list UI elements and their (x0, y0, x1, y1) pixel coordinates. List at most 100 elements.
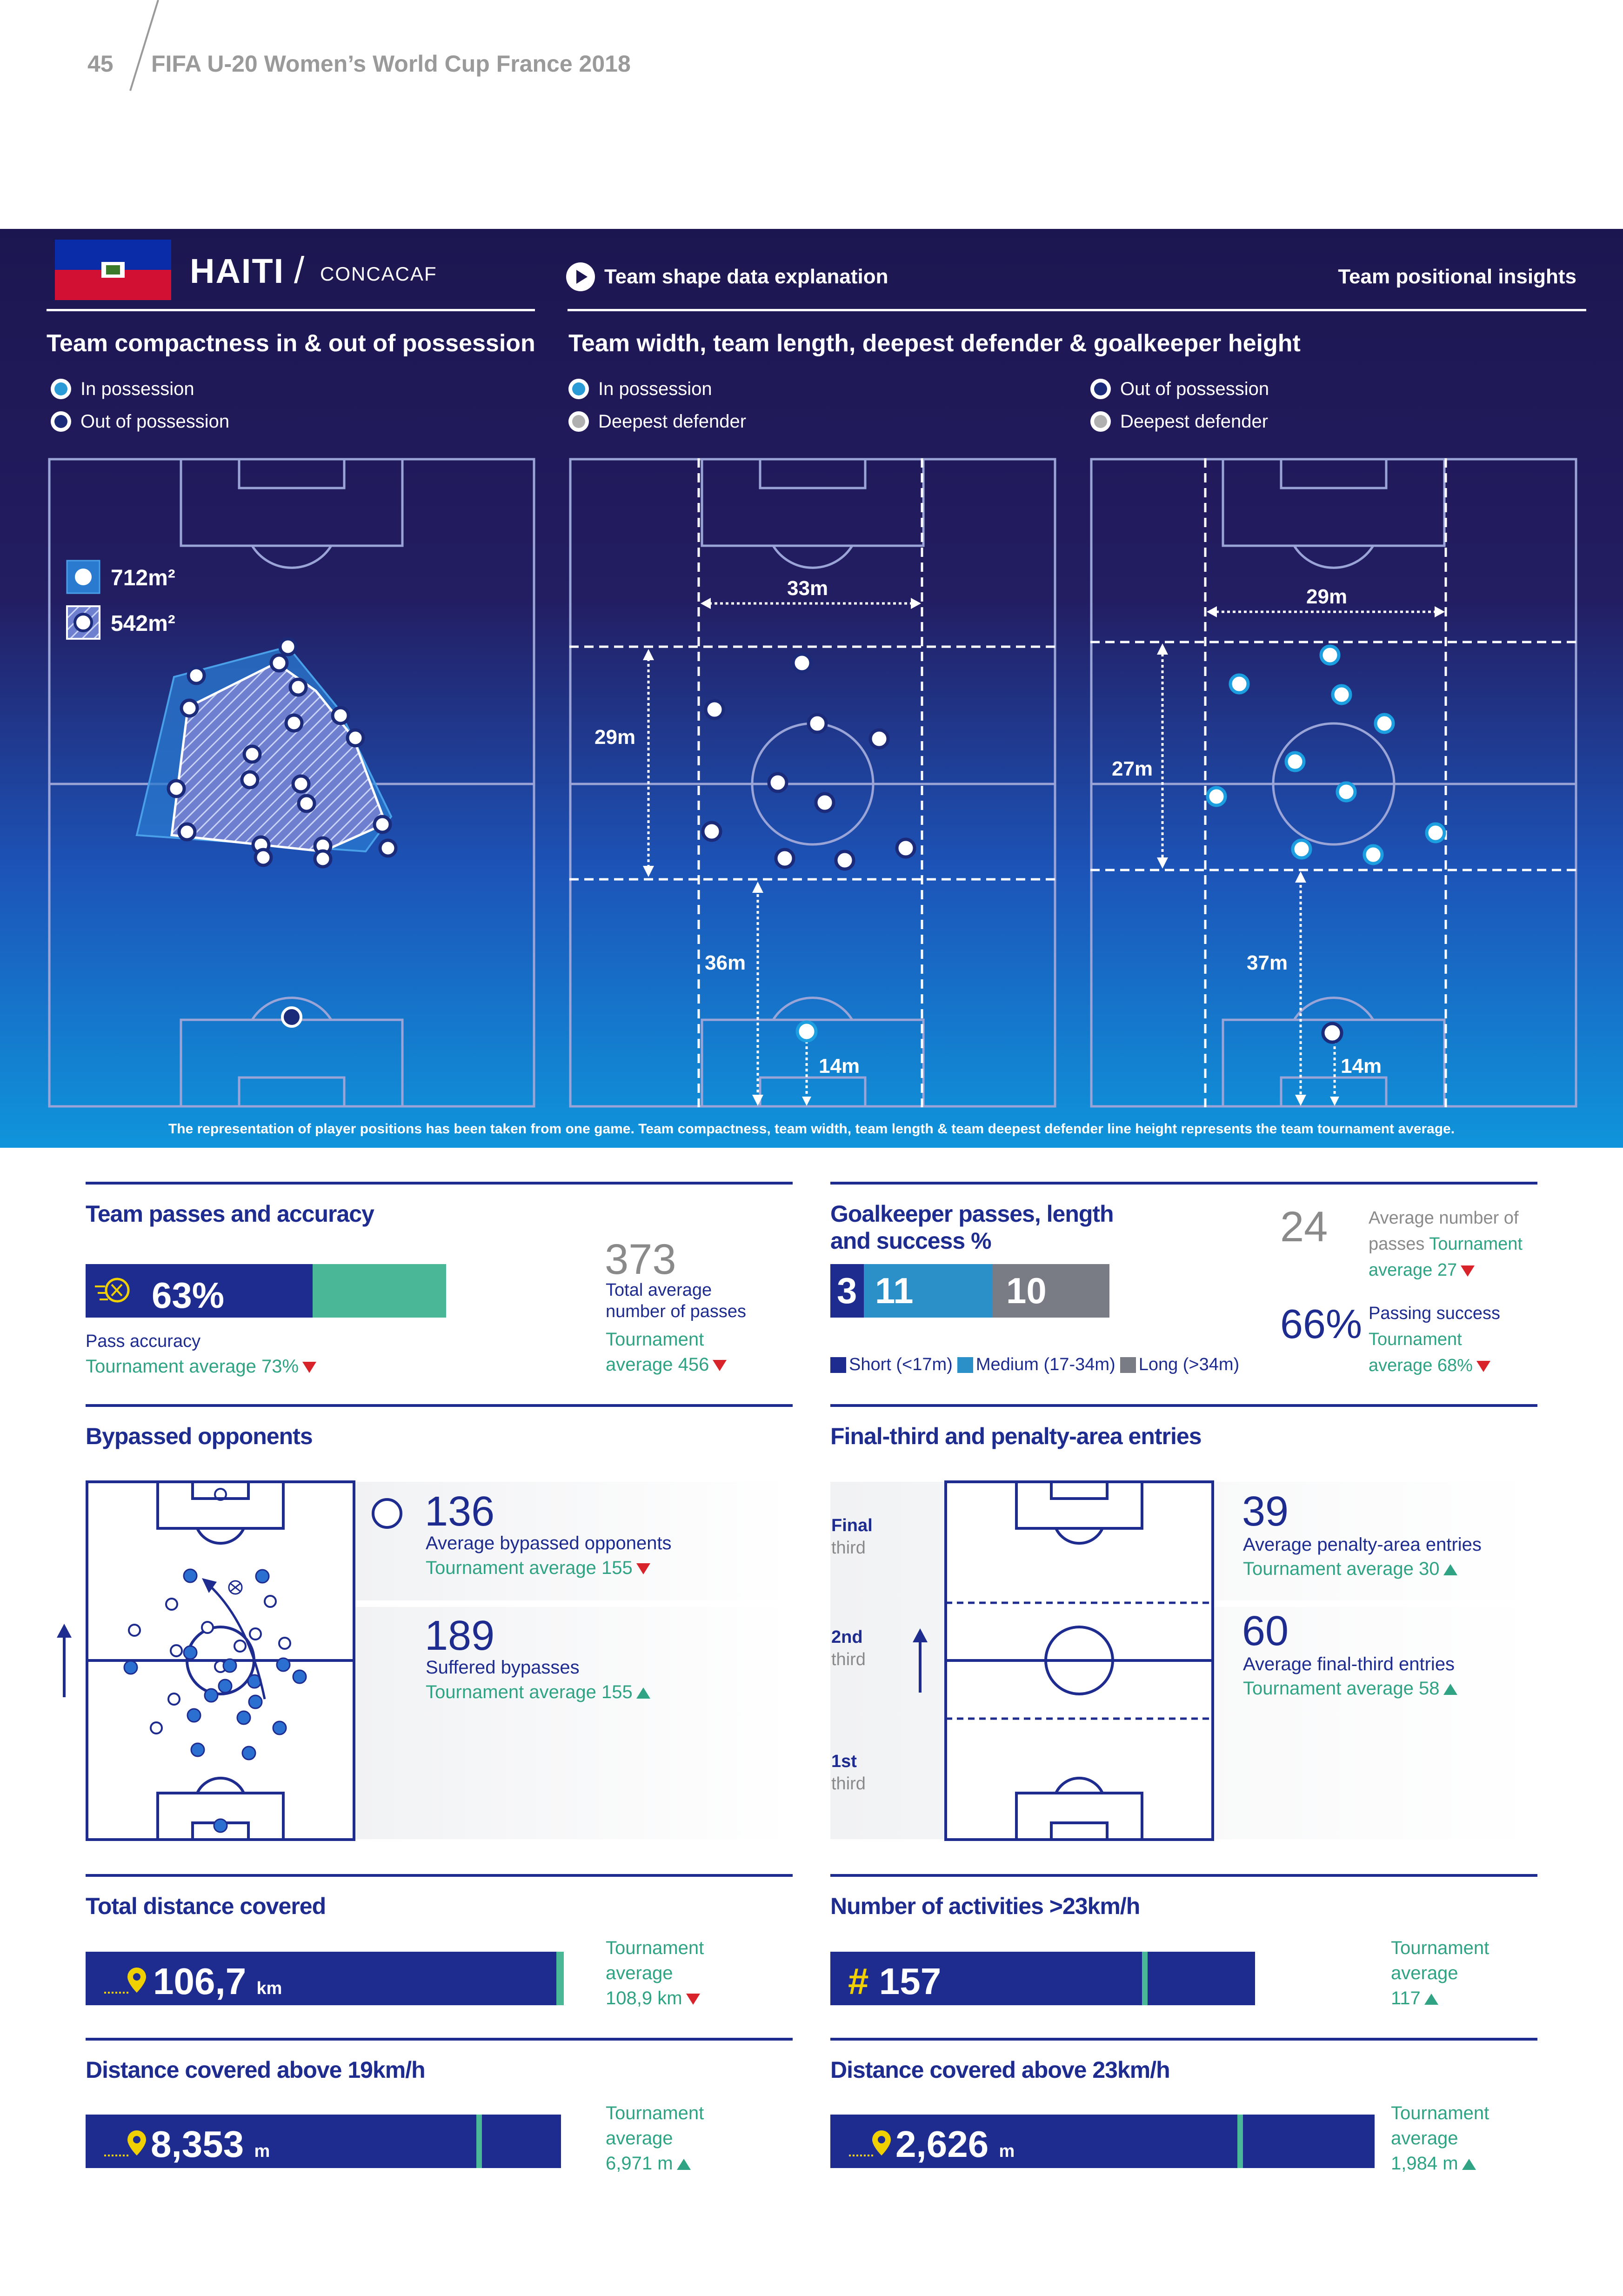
legend-in-possession-left: In possession (49, 377, 194, 401)
gk-legend: Short (<17m) Medium (17-34m) Long (>34m) (830, 1355, 1239, 1375)
area-out-label: 542m² (111, 611, 175, 636)
haiti-flag-icon (55, 240, 171, 300)
positional-insights-title: Team positional insights (1338, 265, 1576, 288)
team-separator: / (294, 249, 305, 291)
play-icon (566, 262, 595, 291)
ball-icon (95, 1278, 130, 1303)
bypassed-avg-value: 136 (425, 1488, 495, 1535)
pass-accuracy-fill (86, 1264, 313, 1318)
activities-rule (830, 1874, 1537, 1877)
page-divider-slash (129, 0, 159, 91)
location-pin-icon (104, 1968, 146, 1994)
bypassed-pitch (86, 1480, 355, 1841)
explanation-link-label: Team shape data explanation (604, 265, 888, 288)
dist19-bar: 8,353 m (86, 2115, 561, 2168)
location-pin-icon (104, 2130, 146, 2156)
suffered-tournament: Tournament average 155 (426, 1682, 650, 1703)
dist23-title: Distance covered above 23km/h (830, 2057, 1170, 2083)
in-gk-label: 14m (819, 1055, 860, 1078)
goalkeeper-title: Goalkeeper passes, length and success % (830, 1201, 1114, 1254)
in-possession-goalkeeper (795, 1020, 818, 1043)
dist19-rule (86, 2038, 793, 2041)
suffered-value: 189 (425, 1613, 495, 1659)
shape-title: Team width, team length, deepest defende… (568, 330, 1301, 357)
decrease-indicator (302, 1362, 317, 1373)
in-width-label: 33m (787, 577, 828, 600)
location-pin-icon (849, 2130, 891, 2156)
zone-second-third: 2nd third (831, 1627, 866, 1669)
gk-short-segment: 3 (830, 1264, 864, 1318)
pass-accuracy-value: 63% (152, 1275, 225, 1316)
legend-in-label: In possession (80, 378, 194, 399)
dist23-rule (830, 2038, 1537, 2041)
arrow-up-icon (57, 1624, 72, 1697)
total-passes-value: 373 (605, 1236, 676, 1283)
header-line-right (568, 309, 1586, 311)
gk-success-label: Passing success Tournament average 68% (1369, 1304, 1501, 1375)
passes-title: Team passes and accuracy (86, 1201, 374, 1227)
final-third-entries-value: 60 (1242, 1608, 1289, 1654)
arrow-up-icon (913, 1628, 928, 1693)
team-shape-explanation-button[interactable]: Team shape data explanation (565, 261, 888, 293)
tournament-average-marker (1142, 1952, 1148, 2005)
bypassed-title: Bypassed opponents (86, 1423, 313, 1449)
suffered-label: Suffered bypasses (426, 1657, 580, 1678)
entries-rule (830, 1404, 1537, 1407)
activities-value: # 157 (848, 1961, 942, 2002)
compactness-title: Team compactness in & out of possession (47, 330, 535, 357)
out-width-label: 29m (1306, 585, 1348, 608)
bypassed-panel (354, 1482, 793, 1839)
out-possession-pitch (1090, 458, 1577, 1108)
bypassed-rule (86, 1404, 793, 1407)
dist23-value: 2,626 m (895, 2123, 1015, 2165)
dist23-bar: 2,626 m (830, 2115, 1375, 2168)
pass-accuracy-bar: 63% (86, 1264, 446, 1318)
entries-panel-divider (1214, 1600, 1537, 1607)
distance-bar: 106,7 km (86, 1952, 564, 2005)
compactness-pitch (48, 458, 535, 1108)
legend-deepest-mid: Deepest defender (567, 409, 746, 434)
confederation: CONCACAF (320, 263, 437, 285)
shape-footnote: The representation of player positions h… (168, 1121, 1455, 1137)
page-number: 45 (87, 51, 114, 77)
bypassed-avg-tournament: Tournament average 155 (426, 1558, 650, 1579)
goalkeeper-rule (830, 1182, 1537, 1185)
pass-accuracy-label: Pass accuracy (86, 1332, 201, 1351)
dist23-tournament: Tournament average 1,984 m (1391, 2103, 1489, 2174)
penalty-entries-tournament: Tournament average 30 (1243, 1559, 1457, 1580)
goalkeeper-pass-bar: 3 11 10 (830, 1264, 1109, 1318)
area-in-label: 712m² (111, 566, 175, 590)
goalkeeper-marker (281, 1006, 302, 1028)
entries-pitch (944, 1480, 1214, 1841)
legend-out-possession-right: Out of possession (1089, 377, 1269, 401)
distance-value: 106,7 km (153, 1961, 282, 2002)
legend-in-possession-mid: In possession (567, 377, 712, 401)
in-deepest-label: 36m (705, 951, 746, 974)
gk-medium-segment: 11 (864, 1264, 992, 1318)
total-passes-tournament: Tournament average 456 (606, 1327, 727, 1377)
in-length-label: 29m (594, 726, 636, 749)
zone-final-third: Final third (831, 1516, 873, 1558)
bypassed-panel-divider (354, 1600, 793, 1607)
out-gk-label: 14m (1341, 1055, 1382, 1078)
legend-out-label: Out of possession (80, 411, 230, 432)
out-deepest-label: 37m (1247, 951, 1288, 974)
tournament-average-marker (556, 1952, 564, 2005)
activities-bar: # 157 (830, 1952, 1255, 2005)
tournament-average-marker (476, 2115, 482, 2168)
team-name: HAITI (190, 252, 285, 290)
dist19-title: Distance covered above 19km/h (86, 2057, 426, 2083)
gk-success-value: 66% (1280, 1301, 1363, 1347)
penalty-entries-value: 39 (1242, 1488, 1289, 1535)
legend-deepest-right: Deepest defender (1089, 409, 1268, 434)
compactness-area-out-possession (170, 662, 387, 853)
dist19-value: 8,353 m (151, 2123, 270, 2165)
tournament-average-marker (1237, 2115, 1243, 2168)
page-title: FIFA U-20 Women’s World Cup France 2018 (151, 51, 631, 77)
distance-tournament: Tournament average 108,9 km (606, 1938, 704, 2008)
activities-title: Number of activities >23km/h (830, 1893, 1140, 1919)
dist19-tournament: Tournament average 6,971 m (606, 2103, 704, 2174)
penalty-entries-label: Average penalty-area entries (1243, 1534, 1482, 1555)
final-third-entries-tournament: Tournament average 58 (1243, 1678, 1457, 1699)
bypassed-avg-label: Average bypassed opponents (426, 1533, 672, 1553)
